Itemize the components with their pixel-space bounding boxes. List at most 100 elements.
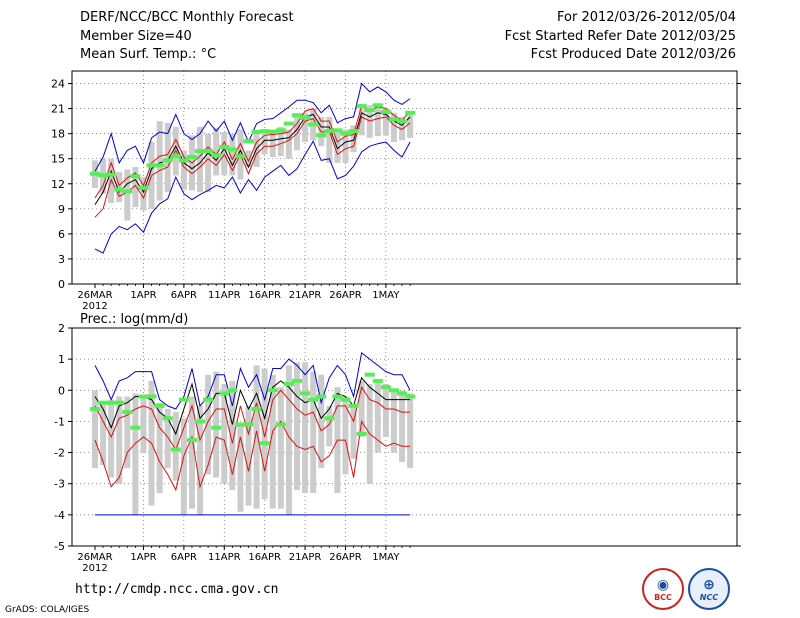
temp-ytick-label: 24 — [51, 78, 65, 91]
precip-obs-marker — [388, 388, 399, 393]
precip-obs-marker — [114, 400, 125, 405]
precip-box — [221, 384, 228, 484]
precip-obs-marker — [251, 406, 262, 411]
temp-ytick-label: 18 — [51, 128, 65, 141]
temp-obs-marker — [219, 145, 230, 150]
precip-box — [342, 396, 349, 475]
bcc-logo-swirl: ◉ — [656, 577, 670, 593]
precip-box — [188, 396, 195, 509]
temp-xtick-label: 1APR — [130, 290, 156, 301]
precip-box — [205, 374, 212, 475]
temp-obs-marker — [138, 185, 149, 190]
precip-xtick-label: 26MAR — [77, 552, 112, 563]
temp-box — [399, 116, 406, 141]
temp-obs-marker — [308, 122, 319, 127]
precip-box — [358, 380, 365, 437]
precip-obs-marker — [90, 406, 100, 411]
precip-obs-marker — [98, 400, 109, 405]
precip-obs-marker — [308, 397, 319, 402]
temp-obs-marker — [162, 158, 173, 163]
temp-box — [302, 112, 309, 142]
temp-line-max — [94, 140, 411, 254]
precip-obs-marker — [122, 410, 133, 415]
precip-box — [269, 374, 276, 509]
temp-xtick-label: 6APR — [171, 290, 197, 301]
precip-obs-marker — [348, 403, 359, 408]
temp-box — [197, 126, 204, 193]
temp-obs-marker — [195, 149, 206, 154]
precip-ytick-label: -4 — [54, 509, 65, 522]
temp-frame — [71, 70, 738, 285]
temp-box — [245, 150, 252, 168]
temp-obs-marker — [235, 154, 246, 159]
temp-ytick-label: 12 — [51, 178, 65, 191]
temp-obs-marker — [114, 187, 125, 192]
precip-obs-marker — [130, 425, 141, 430]
precip-box — [245, 405, 252, 506]
precip-obs-marker — [219, 391, 230, 396]
precip-box — [261, 368, 268, 500]
precip-ytick-label: -1 — [54, 415, 65, 428]
precip-box — [156, 402, 163, 494]
ncc-logo-text: NCC — [699, 593, 719, 602]
temp-obs-marker — [316, 133, 327, 138]
precip-obs-marker — [162, 416, 173, 421]
precip-box — [164, 408, 171, 469]
precip-panel-title: Prec.: log(mm/d) — [80, 312, 188, 327]
temp-box — [156, 121, 163, 201]
temp-box — [229, 133, 236, 176]
precip-box — [197, 405, 204, 515]
precip-obs-marker — [340, 397, 351, 402]
temp-xtick-label: 26MAR — [77, 290, 112, 301]
precip-line-lower-red — [94, 420, 411, 492]
temp-xtick-label: 26APR — [329, 290, 362, 301]
precip-obs-marker — [316, 394, 327, 399]
precip-box — [302, 362, 309, 494]
temp-box — [205, 133, 212, 193]
precip-frame — [71, 327, 738, 547]
precip-obs-marker — [380, 385, 391, 390]
precip-xtick-label: 21APR — [289, 552, 322, 563]
precip-ytick-label: -5 — [54, 540, 65, 553]
temp-obs-marker — [380, 109, 391, 114]
temp-box — [140, 177, 147, 211]
temp-box — [382, 108, 389, 136]
precip-box — [92, 390, 98, 469]
temp-box — [253, 133, 260, 168]
temp-obs-marker — [186, 155, 197, 160]
precip-box — [318, 374, 325, 469]
precip-xtick-label: 1APR — [130, 552, 156, 563]
temp-line-lower-red — [94, 105, 411, 199]
precip-obs-marker — [292, 378, 302, 383]
precip-obs-marker — [243, 422, 254, 427]
temp-box — [132, 167, 139, 208]
temp-box — [358, 108, 365, 136]
precip-ytick-label: -2 — [54, 447, 65, 460]
temp-obs-marker — [405, 110, 416, 115]
precip-obs-marker — [138, 394, 149, 399]
temp-obs-marker — [211, 153, 222, 158]
precip-obs-marker — [211, 425, 222, 430]
temp-obs-marker — [364, 108, 375, 113]
precip-obs-marker — [227, 388, 238, 393]
precip-box — [374, 380, 381, 453]
precip-line-max — [94, 352, 411, 410]
temp-box — [261, 129, 268, 155]
precip-box — [294, 362, 300, 490]
precip-obs-marker — [259, 441, 270, 446]
precip-obs-marker — [364, 372, 375, 377]
temp-obs-marker — [243, 139, 254, 144]
temp-box — [390, 112, 397, 142]
temp-xtick-label: 16APR — [248, 290, 281, 301]
precip-obs-marker — [170, 447, 181, 452]
temp-obs-marker — [259, 129, 270, 134]
temp-box — [277, 126, 284, 157]
precip-obs-marker — [283, 382, 294, 387]
precip-obs-marker — [275, 422, 286, 427]
temp-obs-marker — [324, 129, 335, 134]
temp-line-mean — [94, 112, 411, 205]
precip-box — [382, 384, 389, 437]
source-url[interactable]: http://cmdp.ncc.cma.gov.cn — [75, 582, 279, 597]
temp-obs-marker — [275, 128, 286, 133]
